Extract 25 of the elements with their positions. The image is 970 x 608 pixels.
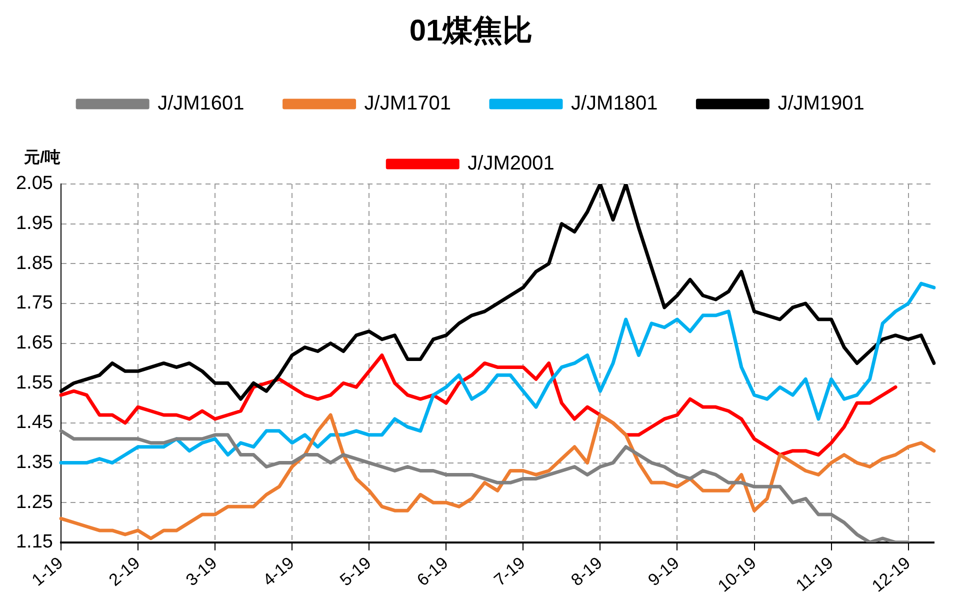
x-tick-label: 6-19 (413, 553, 452, 590)
y-tick-label: 1.45 (16, 412, 53, 434)
chart-title: 01煤焦比 (409, 14, 533, 48)
y-tick-label: 1.25 (16, 492, 53, 513)
y-tick-label: 1.15 (16, 532, 53, 553)
x-tick-label: 1-19 (28, 553, 67, 590)
y-tick-label: 2.05 (16, 173, 53, 194)
x-tick-label: 8-19 (568, 553, 606, 590)
y-tick-label: 1.85 (16, 252, 53, 274)
y-axis-title: 元/吨 (23, 148, 60, 166)
x-tick-label: 7-19 (490, 553, 529, 590)
y-tick-label: 1.75 (16, 292, 53, 314)
y-tick-label: 1.55 (16, 372, 53, 394)
x-tick-label: 5-19 (336, 553, 375, 590)
x-tick-label: 3-19 (182, 553, 221, 590)
y-tick-label: 1.65 (16, 332, 53, 354)
y-tick-label: 1.35 (16, 452, 53, 474)
x-tick-label: 9-19 (644, 553, 683, 590)
legend-label: J/JM2001 (468, 152, 554, 175)
x-tick-label: 4-19 (259, 553, 298, 590)
legend-label: J/JM1701 (364, 92, 452, 115)
y-tick-label: 1.95 (16, 213, 53, 234)
legend-label: J/JM1801 (571, 92, 658, 115)
legend-label: J/JM1901 (778, 92, 864, 115)
legend-label: J/JM1601 (158, 92, 244, 115)
